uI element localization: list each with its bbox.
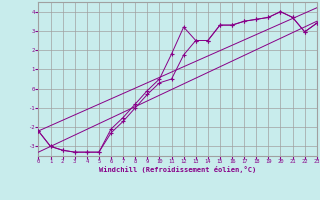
X-axis label: Windchill (Refroidissement éolien,°C): Windchill (Refroidissement éolien,°C) — [99, 166, 256, 173]
